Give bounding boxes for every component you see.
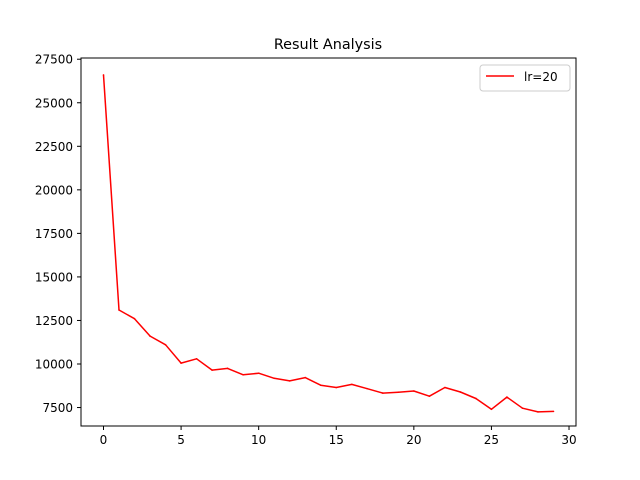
x-tick-label: 20 — [406, 433, 421, 447]
data-point — [475, 397, 477, 400]
data-point — [180, 362, 182, 364]
legend: lr=20 — [479, 64, 571, 92]
data-point — [273, 377, 275, 380]
y-tick-label: 27500 — [35, 53, 73, 67]
data-point — [102, 74, 105, 76]
y-tick-label: 15000 — [35, 270, 73, 284]
data-point — [118, 309, 120, 311]
data-point — [195, 357, 198, 360]
data-point — [304, 376, 307, 379]
data-point — [149, 335, 151, 337]
data-point — [242, 373, 244, 376]
data-point — [397, 391, 400, 394]
data-point — [319, 384, 322, 387]
data-point — [490, 408, 493, 411]
data-point — [444, 386, 446, 389]
data-point — [366, 387, 369, 390]
y-axis: 7500 10000 12500 15000 17500 20000 22500 25000 2… — [35, 53, 81, 415]
data-point — [257, 372, 260, 375]
x-tick-label: 10 — [251, 433, 266, 447]
plot-frame — [80, 57, 577, 427]
y-tick-label: 20000 — [35, 183, 73, 197]
data-point — [133, 317, 136, 320]
data-point — [335, 386, 338, 389]
data-point — [428, 395, 431, 398]
y-tick-label: 25000 — [35, 96, 73, 110]
data-point — [506, 396, 508, 398]
legend-box — [479, 64, 571, 92]
data-point — [521, 407, 524, 410]
x-tick-label: 15 — [329, 433, 344, 447]
data-point — [537, 411, 539, 413]
y-tick-label: 7500 — [42, 401, 73, 415]
data-point — [288, 380, 291, 382]
x-axis: 0 5 10 15 20 25 30 — [100, 426, 577, 447]
y-tick-label: 22500 — [35, 140, 73, 154]
data-point — [164, 344, 167, 346]
y-tick-label: 10000 — [35, 357, 73, 371]
data-point — [226, 367, 229, 370]
x-tick-label: 25 — [484, 433, 499, 447]
legend-label: lr=20 — [524, 70, 558, 84]
series-line — [102, 74, 554, 413]
data-point — [413, 390, 415, 392]
data-point — [382, 392, 384, 394]
data-point — [459, 391, 462, 393]
data-point — [552, 410, 555, 413]
data-point — [211, 369, 213, 371]
y-tick-label: 12500 — [35, 314, 73, 328]
chart-title: Result Analysis — [274, 37, 382, 53]
plot-area — [80, 57, 577, 427]
data-point — [350, 383, 353, 386]
x-tick-label: 30 — [561, 433, 576, 447]
x-tick-label: 5 — [177, 433, 185, 447]
x-tick-label: 0 — [100, 433, 108, 447]
y-tick-label: 17500 — [35, 227, 73, 241]
series-layer — [102, 74, 555, 413]
